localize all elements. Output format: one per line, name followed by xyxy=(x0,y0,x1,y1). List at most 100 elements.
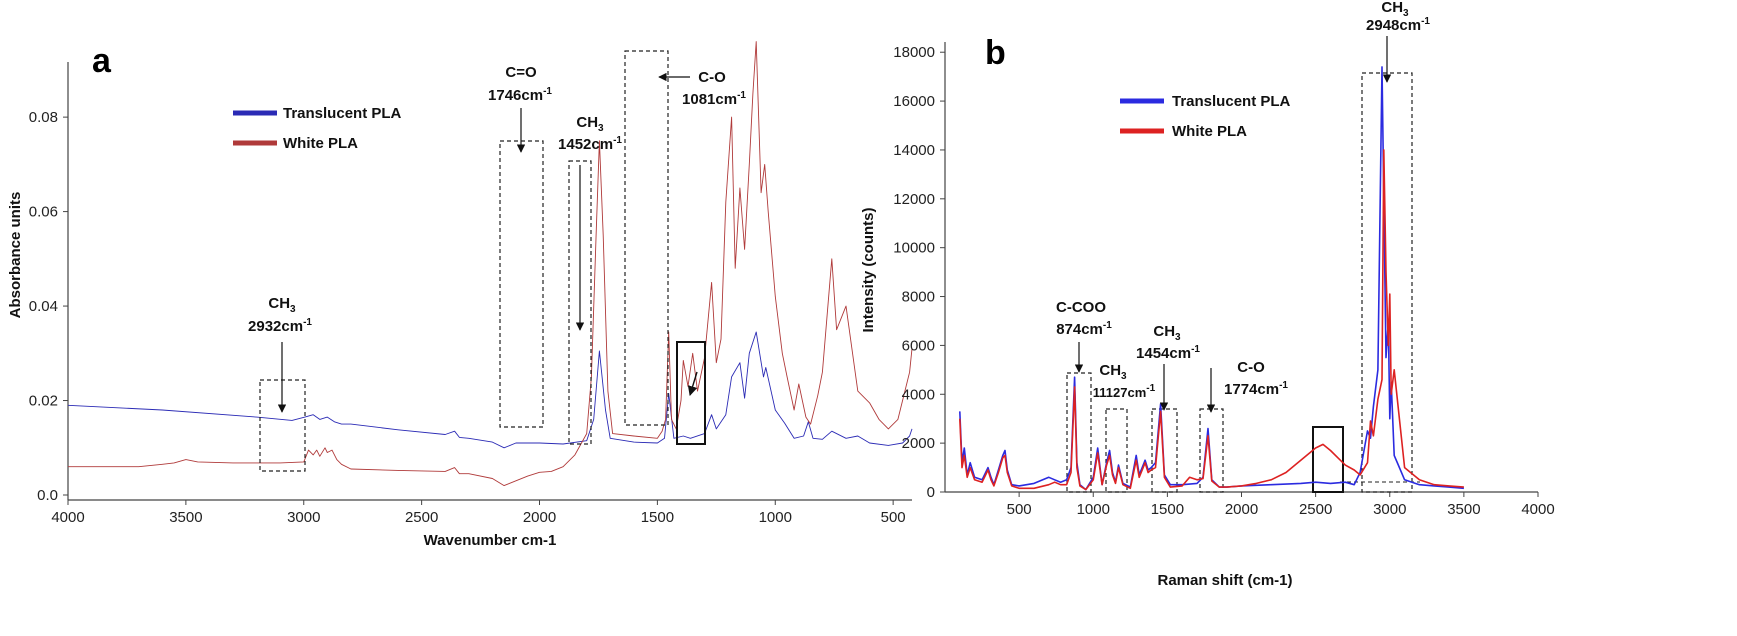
panel-a-annotation-ch3-1452-value: 1452cm-1 xyxy=(558,135,622,153)
ann-sub: 3 xyxy=(1403,8,1409,19)
panel-b-x-tick-label: 3000 xyxy=(1373,501,1406,518)
panel-b-x-ticks: 500 1000 1500 2000 2500 3000 3500 4000 xyxy=(1007,492,1555,518)
panel-a-x-tick-label: 4000 xyxy=(51,509,84,526)
panel-b-series-group xyxy=(959,66,1464,491)
ann-sup: -1 xyxy=(543,86,552,97)
panel-a-annotation-co-1081: C-O xyxy=(698,69,726,86)
panel-b-x-tick-label: 1000 xyxy=(1077,501,1110,518)
panel-a-annotation-co-1081-value: 1081cm-1 xyxy=(682,90,746,108)
panel-b-annotation-co-1774: C-O xyxy=(1237,359,1265,376)
panel-a-x-tick-label: 1500 xyxy=(641,509,674,526)
panel-a-legend-label-translucent: Translucent PLA xyxy=(283,105,402,122)
ann-sup: -1 xyxy=(1146,383,1155,394)
panel-a-label: a xyxy=(92,42,112,80)
ann-label: CH xyxy=(1381,0,1403,16)
panel-b-x-axis-title: Raman shift (cm-1) xyxy=(1157,572,1292,589)
panel-a-x-tick-label: 3000 xyxy=(287,509,320,526)
panel-b-y-tick-label: 10000 xyxy=(893,240,935,257)
panel-b-y-tick-label: 4000 xyxy=(902,386,935,403)
panel-b-box-ccoo-874 xyxy=(1066,372,1092,493)
ann-sup: -1 xyxy=(1421,16,1430,27)
panel-b-annotation-ch3-1127: CH3 xyxy=(1099,362,1127,382)
panel-b-x-tick-label: 2000 xyxy=(1225,501,1258,518)
panel-a-annotation-ch3-2932: CH3 xyxy=(268,295,296,315)
panel-a-y-tick-label: 0.04 xyxy=(29,298,58,315)
panel-a-annotation-co-1746: C=O xyxy=(505,64,537,81)
ann-sub: 3 xyxy=(1121,371,1127,382)
panel-b-box-co-1774 xyxy=(1199,408,1224,493)
panel-b-y-tick-label: 12000 xyxy=(893,191,935,208)
panel-b-x-tick-label: 2500 xyxy=(1299,501,1332,518)
ann-value: 11127cm xyxy=(1093,385,1147,400)
panel-b-legend-label-translucent: Translucent PLA xyxy=(1172,93,1291,110)
ann-value: 2948cm xyxy=(1366,17,1421,34)
panel-b-legend-label-white: White PLA xyxy=(1172,123,1247,140)
panel-b-x-tick-label: 1500 xyxy=(1151,501,1184,518)
ann-label: CH xyxy=(1099,362,1121,379)
panel-a-box-ch3-1452 xyxy=(568,160,592,445)
panel-b-annotation-ch3-2948: CH3 xyxy=(1381,0,1409,19)
panel-a-arrow-solid-box xyxy=(687,371,698,396)
ann-sub: 3 xyxy=(290,304,296,315)
ann-sub: 3 xyxy=(598,123,604,134)
panel-a-series-white-pla-line xyxy=(68,41,913,487)
ann-sub: 3 xyxy=(1175,332,1181,343)
panel-b-annotation-ch3-2948-value: 2948cm-1 xyxy=(1366,16,1430,34)
ann-sup: -1 xyxy=(1191,344,1200,355)
panel-a: a 4000 3500 3000 2500 2000 1500 1000 500 0.00.0… xyxy=(7,41,913,549)
panel-b-x-tick-label: 500 xyxy=(1007,501,1032,518)
ann-sup: -1 xyxy=(1103,320,1112,331)
panel-b-label: b xyxy=(985,34,1006,72)
ann-value: 1454cm xyxy=(1136,345,1191,362)
panel-b-x-tick-label: 4000 xyxy=(1521,501,1554,518)
panel-a-legend-label-white: White PLA xyxy=(283,135,358,152)
panel-a-x-axis-title: Wavenumber cm-1 xyxy=(424,532,557,549)
ann-sup: -1 xyxy=(737,90,746,101)
panel-a-y-tick-label: 0.02 xyxy=(29,393,58,410)
ann-value: 1774cm xyxy=(1224,381,1279,398)
panel-a-x-tick-label: 500 xyxy=(881,509,906,526)
ann-label: CH xyxy=(268,295,290,312)
panel-b-annotation-ccoo-874-value: 874cm-1 xyxy=(1056,320,1112,338)
panel-b-y-tick-label: 2000 xyxy=(902,435,935,452)
panel-b-annotation-ch3-1127-value: 11127cm-1 xyxy=(1093,383,1156,400)
panel-b-box-ch3-1127 xyxy=(1105,408,1128,493)
ann-value: 1081cm xyxy=(682,91,737,108)
panel-a-x-tick-label: 2000 xyxy=(523,509,556,526)
panel-b-annotation-co-1774-value: 1774cm-1 xyxy=(1224,380,1288,398)
ann-value: 2932cm xyxy=(248,318,303,335)
ann-value: 1746cm xyxy=(488,87,543,104)
panel-b-y-tick-label: 16000 xyxy=(893,93,935,110)
panel-a-box-solid xyxy=(676,341,706,445)
panel-a-series-translucent-pla-line xyxy=(67,331,913,449)
panel-a-annotation-ch3-2932-value: 2932cm-1 xyxy=(248,317,312,335)
panel-a-x-tick-label: 1000 xyxy=(759,509,792,526)
panel-b-box-solid xyxy=(1312,426,1344,493)
panel-a-y-tick-label: 0.0 xyxy=(37,487,58,504)
panel-a-y-tick-label: 0.06 xyxy=(29,204,58,221)
ann-value: 874cm xyxy=(1056,321,1103,338)
panel-a-annotation-co-1746-value: 1746cm-1 xyxy=(488,86,552,104)
panel-b-y-tick-label: 8000 xyxy=(902,289,935,306)
panel-b-y-axis-title: Intensity (counts) xyxy=(860,207,877,332)
panel-a-series-group xyxy=(67,41,913,487)
panel-a-y-axis-title: Absorbance units xyxy=(7,192,24,319)
panel-b-y-tick-label: 18000 xyxy=(893,44,935,61)
ann-sup: -1 xyxy=(1279,380,1288,391)
panel-b-y-tick-label: 0 xyxy=(927,484,935,501)
panel-b-annotation-ccoo-874: C-COO xyxy=(1056,299,1106,316)
ann-value: 1452cm xyxy=(558,136,613,153)
panel-b-y-ticks: 0 2000 4000 6000 8000 10000 12000 14000 16000 180… xyxy=(893,44,945,501)
ann-sup: -1 xyxy=(303,317,312,328)
panel-a-x-tick-label: 3500 xyxy=(169,509,202,526)
panel-a-x-ticks: 4000 3500 3000 2500 2000 1500 1000 500 xyxy=(51,500,906,526)
ann-label: CH xyxy=(1153,323,1175,340)
ann-label: CH xyxy=(576,114,598,131)
panel-a-box-co-1746 xyxy=(499,140,544,428)
panel-b-annotation-ch3-1454-value: 1454cm-1 xyxy=(1136,344,1200,362)
panel-b: b 500 1000 1500 2000 2500 3000 3500 4000 020004… xyxy=(860,0,1555,589)
panel-b-x-tick-label: 3500 xyxy=(1447,501,1480,518)
panel-a-annotation-ch3-1452: CH3 xyxy=(576,114,604,134)
panel-b-y-tick-label: 6000 xyxy=(902,337,935,354)
